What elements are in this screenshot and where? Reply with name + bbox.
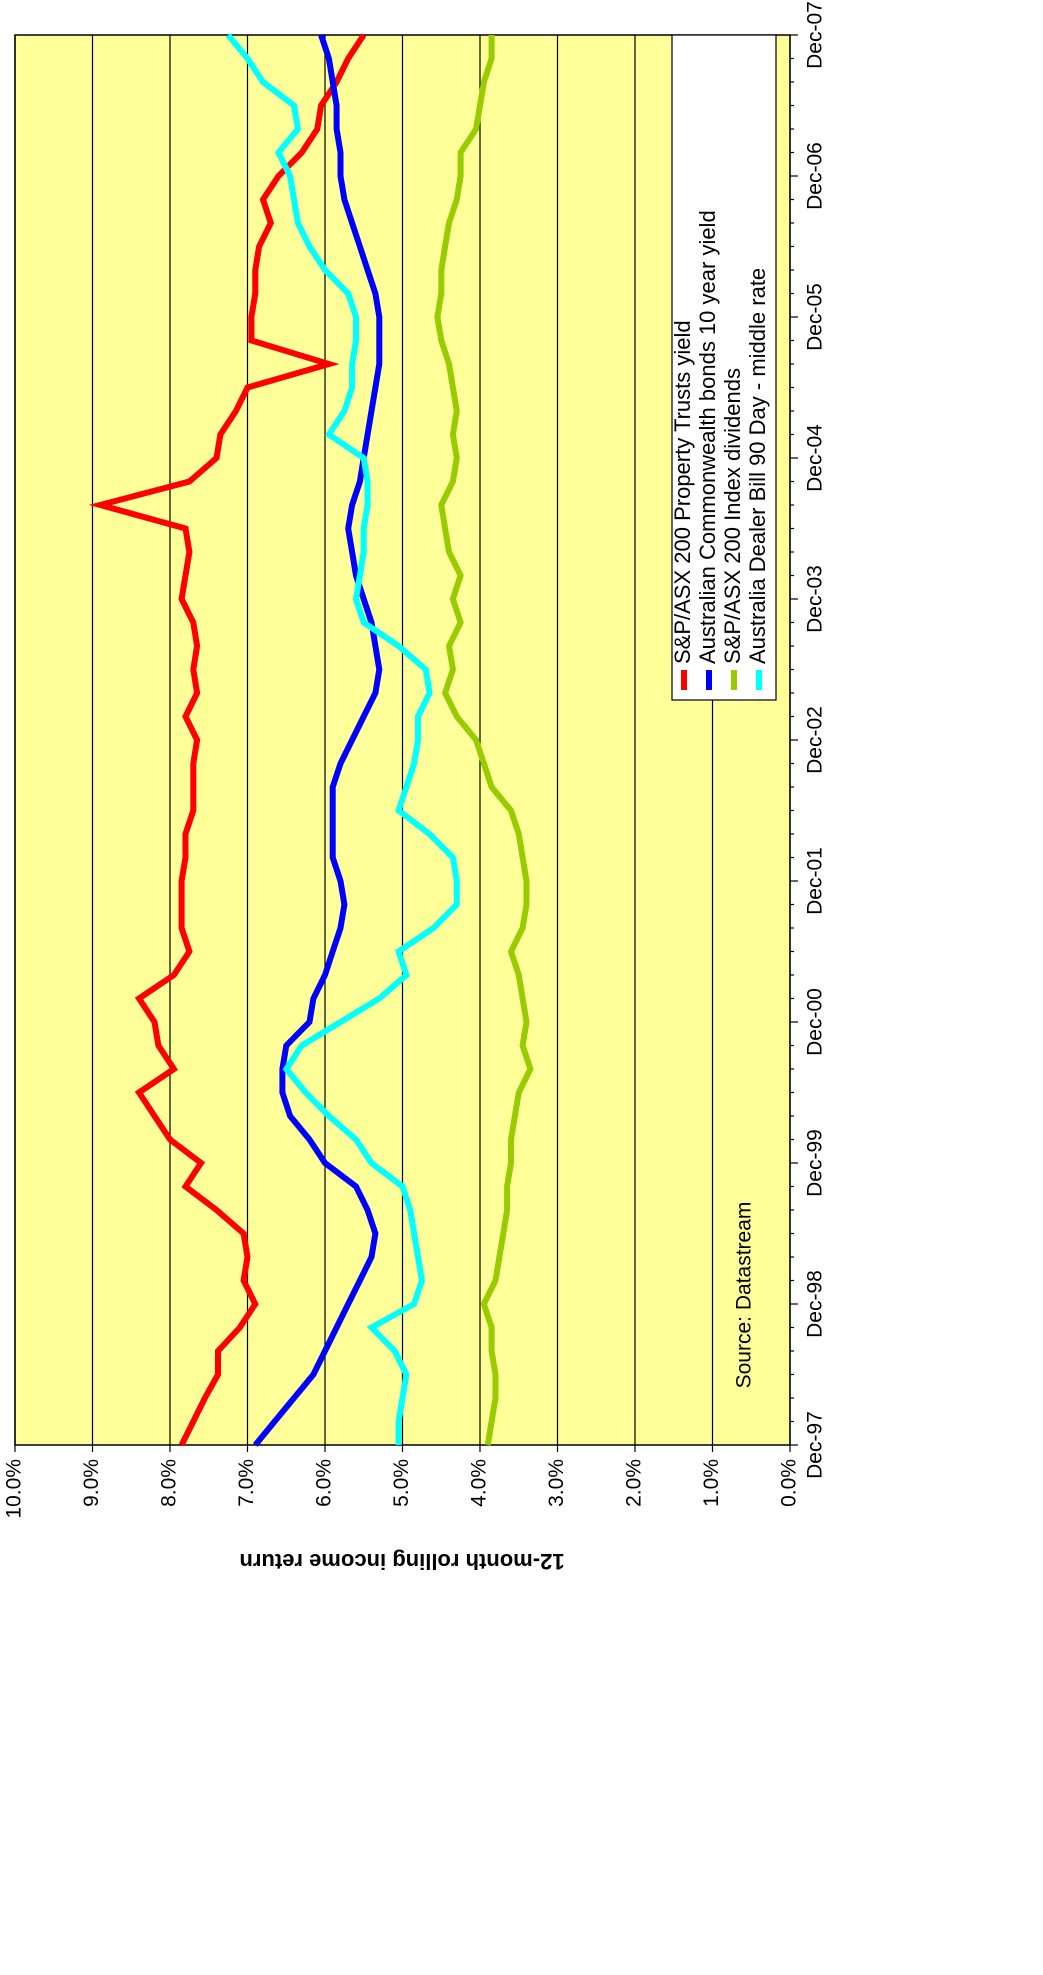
y-tick-label: 9.0% xyxy=(80,1459,103,1507)
x-tick-label: Dec-98 xyxy=(804,1270,827,1338)
series-line xyxy=(225,33,460,1445)
series-line xyxy=(434,35,534,1446)
legend-label: S&P/ASX 200 Index dividends xyxy=(720,368,745,664)
x-tick-label: Dec-07 xyxy=(804,1,827,69)
x-tick-label: Dec-01 xyxy=(804,847,827,915)
y-tick-label: 7.0% xyxy=(235,1459,258,1507)
x-tick-label: Dec-99 xyxy=(804,1129,827,1197)
y-tick-label: 8.0% xyxy=(158,1459,181,1507)
y-tick-label: 10.0% xyxy=(3,1459,26,1519)
legend-label: S&P/ASX 200 Property Trusts yield xyxy=(670,320,695,664)
y-tick-label: 2.0% xyxy=(623,1459,646,1507)
legend-label: Australia Dealer Bill 90 Day - middle ra… xyxy=(745,268,770,664)
legend-box xyxy=(671,34,777,701)
x-tick-label: Dec-04 xyxy=(804,424,827,492)
y-axis-title: 12-month rolling income return xyxy=(239,1549,564,1574)
x-tick-label: Dec-97 xyxy=(804,1411,827,1479)
series-line xyxy=(252,34,383,1447)
y-tick-label: 0.0% xyxy=(778,1459,801,1507)
x-tick-label: Dec-02 xyxy=(804,706,827,774)
y-tick-label: 5.0% xyxy=(390,1459,413,1507)
y-tick-label: 3.0% xyxy=(545,1459,568,1507)
x-tick-label: Dec-03 xyxy=(804,565,827,633)
legend-label: Australian Commonwealth bonds 10 year yi… xyxy=(695,210,720,664)
x-tick-label: Dec-05 xyxy=(804,283,827,351)
source-note: Source: Datastream xyxy=(733,1202,756,1389)
y-tick-label: 4.0% xyxy=(468,1459,491,1507)
x-tick-label: Dec-06 xyxy=(804,142,827,210)
y-tick-label: 6.0% xyxy=(313,1459,336,1507)
x-tick-label: Dec-00 xyxy=(804,988,827,1056)
y-tick-label: 1.0% xyxy=(700,1459,723,1507)
series-line xyxy=(88,33,367,1447)
